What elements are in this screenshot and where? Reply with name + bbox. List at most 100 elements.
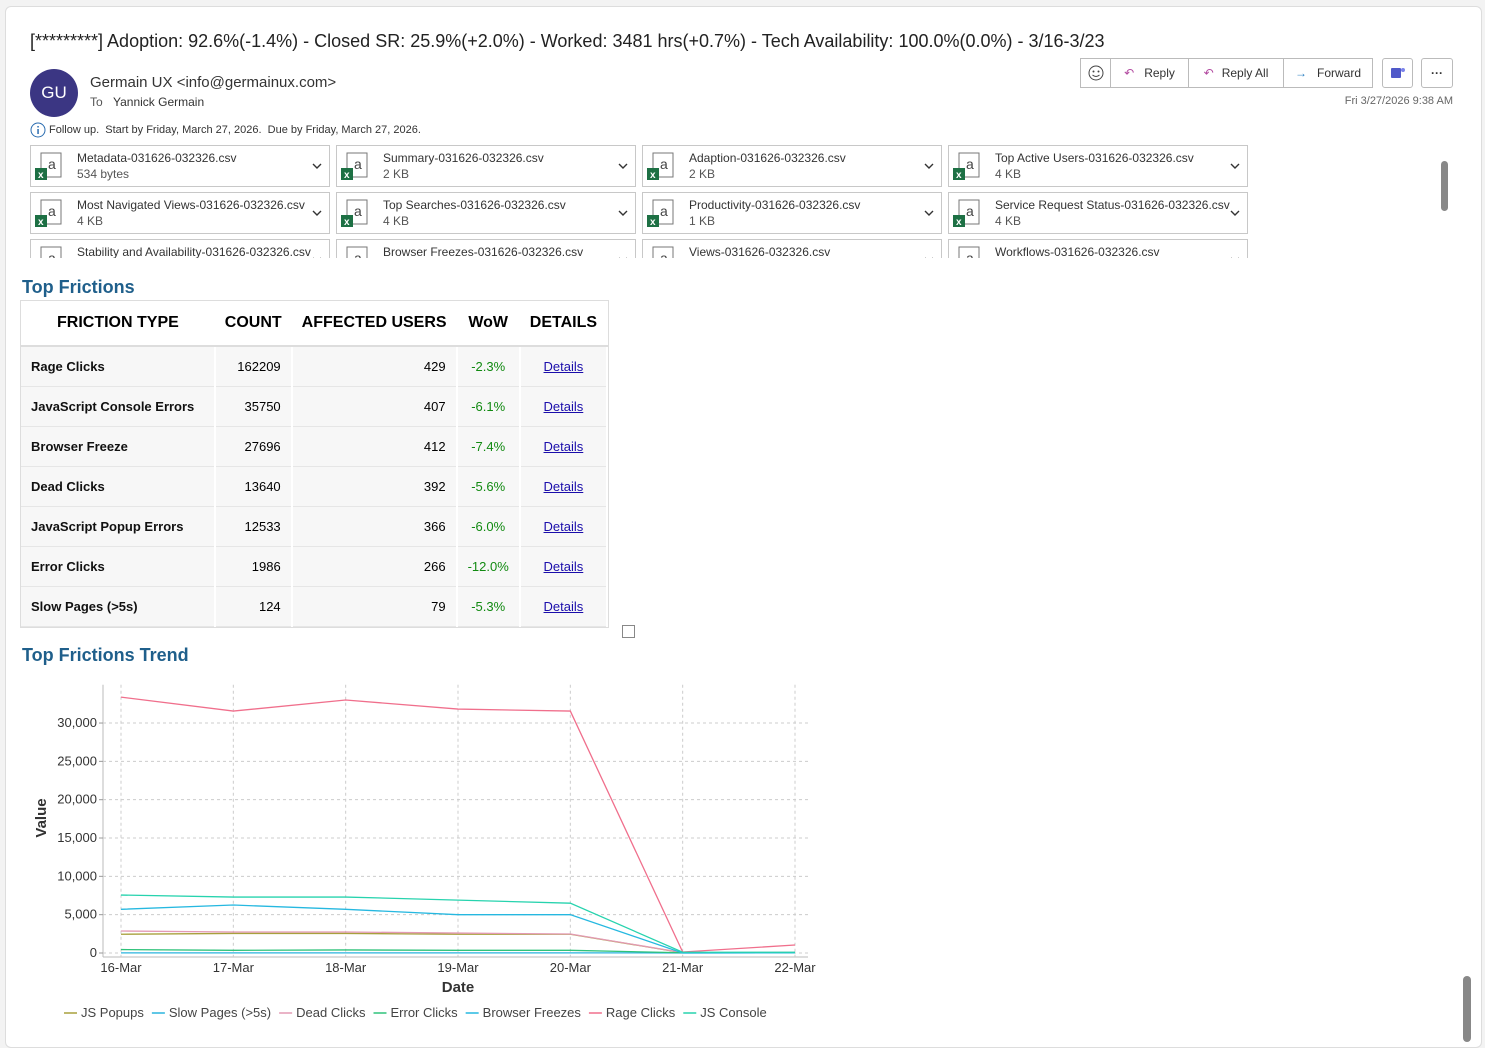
table-cell: 27696 bbox=[215, 427, 292, 467]
resize-handle bbox=[622, 625, 635, 638]
legend-label: JS Popups bbox=[81, 1005, 144, 1020]
chevron bbox=[1229, 254, 1241, 258]
teams-button[interactable] bbox=[1382, 58, 1413, 88]
details-link[interactable]: Details bbox=[544, 359, 584, 374]
button-label: Forward bbox=[1317, 66, 1361, 80]
attachment[interactable]: axBrowser Freezes-031626-032326.csv bbox=[336, 239, 636, 258]
more-button[interactable]: ··· bbox=[1421, 58, 1453, 88]
reply-all-button[interactable]: ↶Reply All bbox=[1188, 58, 1284, 88]
attachment-size: 2 KB bbox=[383, 167, 409, 181]
legend-label: JS Console bbox=[700, 1005, 766, 1020]
svg-text:x: x bbox=[38, 170, 44, 181]
table-cell: Details bbox=[520, 547, 607, 587]
x-tick-label: 18-Mar bbox=[325, 960, 367, 975]
table-cell: 266 bbox=[292, 547, 457, 587]
file-icon: ax bbox=[341, 152, 369, 182]
chevron bbox=[923, 254, 935, 258]
recipient[interactable]: Yannick Germain bbox=[113, 95, 204, 109]
attachment-name: Views-031626-032326.csv bbox=[689, 245, 830, 258]
table-cell: -6.0% bbox=[457, 507, 520, 547]
details-link[interactable]: Details bbox=[544, 599, 584, 614]
x-tick-label: 19-Mar bbox=[437, 960, 479, 975]
y-tick-label: 10,000 bbox=[57, 868, 97, 883]
chevron bbox=[617, 160, 629, 172]
button-label: Reply All bbox=[1222, 66, 1269, 80]
svg-text:a: a bbox=[354, 250, 362, 258]
legend-label: Rage Clicks bbox=[606, 1005, 676, 1020]
column-header: AFFECTED USERS bbox=[292, 301, 457, 346]
file-icon: ax bbox=[647, 199, 675, 229]
info-icon bbox=[30, 122, 46, 138]
file-icon: ax bbox=[953, 246, 981, 258]
x-tick-label: 21-Mar bbox=[662, 960, 704, 975]
emoji-button[interactable] bbox=[1080, 58, 1111, 88]
details-link[interactable]: Details bbox=[544, 479, 584, 494]
file-icon: ax bbox=[35, 199, 63, 229]
table-cell: Details bbox=[520, 507, 607, 547]
y-tick-label: 15,000 bbox=[57, 830, 97, 845]
chevron bbox=[923, 160, 935, 172]
reply-button[interactable]: ↶Reply bbox=[1110, 58, 1189, 88]
details-link[interactable]: Details bbox=[544, 439, 584, 454]
file-icon: ax bbox=[341, 199, 369, 229]
attachment-name: Browser Freezes-031626-032326.csv bbox=[383, 245, 583, 258]
table-cell: Browser Freeze bbox=[21, 427, 215, 467]
svg-text:a: a bbox=[354, 156, 362, 172]
x-axis-label: Date bbox=[442, 979, 475, 996]
scrollbar-thumb bbox=[1463, 976, 1471, 1042]
table-cell: -5.3% bbox=[457, 587, 520, 627]
svg-text:x: x bbox=[344, 170, 350, 181]
table-cell: Error Clicks bbox=[21, 547, 215, 587]
table-cell: 124 bbox=[215, 587, 292, 627]
chevron bbox=[923, 207, 935, 219]
chevron bbox=[617, 207, 629, 219]
details-link[interactable]: Details bbox=[544, 519, 584, 534]
svg-text:x: x bbox=[956, 170, 962, 181]
svg-text:a: a bbox=[48, 156, 56, 172]
svg-text:x: x bbox=[956, 217, 962, 228]
table-cell: -12.0% bbox=[457, 547, 520, 587]
attachment[interactable]: axViews-031626-032326.csv bbox=[642, 239, 942, 258]
attachment[interactable]: ax Workflows-031626-032326.csv bbox=[948, 239, 1248, 258]
file-icon: ax bbox=[953, 152, 981, 182]
svg-text:a: a bbox=[660, 156, 668, 172]
forward-button[interactable]: →Forward bbox=[1283, 58, 1373, 88]
x-tick-label: 22-Mar bbox=[774, 960, 816, 975]
chevron bbox=[1229, 160, 1241, 172]
column-header: WoW bbox=[457, 301, 520, 346]
sender[interactable]: Germain UX <info@germainux.com> bbox=[90, 74, 336, 91]
details-link[interactable]: Details bbox=[544, 399, 584, 414]
table-cell: Details bbox=[520, 346, 607, 387]
attachment[interactable]: axStability and Availability-031626-0323… bbox=[30, 239, 330, 258]
chart: 05,00010,00015,00020,00025,00030,00016-M… bbox=[0, 670, 900, 1042]
y-tick-label: 20,000 bbox=[57, 792, 97, 807]
table-cell: -5.6% bbox=[457, 467, 520, 507]
svg-text:x: x bbox=[650, 217, 656, 228]
table-cell: JavaScript Popup Errors bbox=[21, 507, 215, 547]
table-cell: 429 bbox=[292, 346, 457, 387]
svg-text:a: a bbox=[660, 203, 668, 219]
details-link[interactable]: Details bbox=[544, 559, 584, 574]
file-icon: ax bbox=[953, 199, 981, 229]
chevron bbox=[1229, 207, 1241, 219]
y-axis-label: Value bbox=[33, 798, 50, 837]
table-cell: Details bbox=[520, 387, 607, 427]
table-cell: Rage Clicks bbox=[21, 346, 215, 387]
followup: Follow up. Start by Friday, March 27, 20… bbox=[49, 124, 421, 136]
attachment-name: Workflows-031626-032326.csv bbox=[995, 245, 1160, 258]
